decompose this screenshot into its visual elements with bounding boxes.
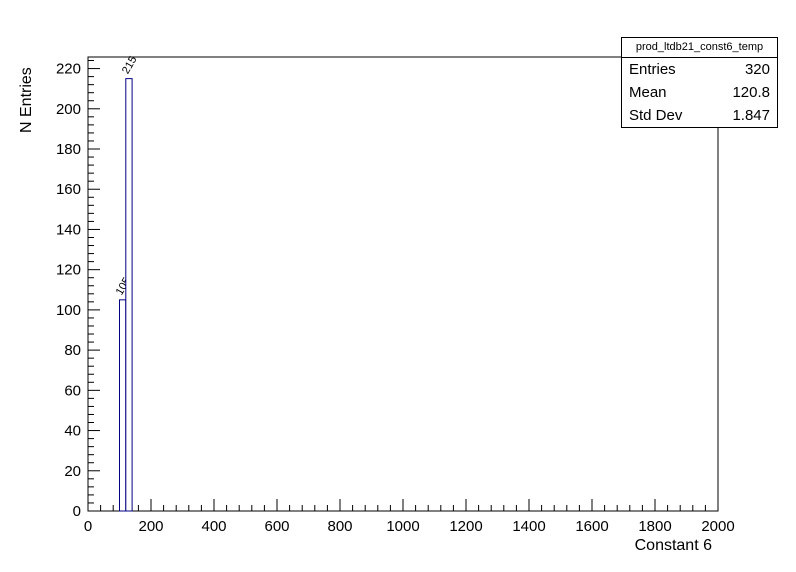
x-tick-label: 200 xyxy=(138,518,163,535)
x-tick-label: 0 xyxy=(84,518,92,535)
stats-value-stddev: 1.847 xyxy=(732,107,770,124)
x-tick-label: 400 xyxy=(201,518,226,535)
stats-value-mean: 120.8 xyxy=(732,84,770,101)
y-tick-label: 180 xyxy=(56,141,81,158)
y-tick-label: 220 xyxy=(56,61,81,78)
y-tick-label: 160 xyxy=(56,181,81,198)
x-tick-label: 600 xyxy=(264,518,289,535)
y-tick-label: 60 xyxy=(64,382,81,399)
histogram-bar xyxy=(125,78,133,512)
y-tick-label: 20 xyxy=(64,463,81,480)
x-tick-label: 2000 xyxy=(701,518,734,535)
bar-value-label: 215 xyxy=(120,54,140,76)
y-tick-label: 100 xyxy=(56,302,81,319)
y-tick-label: 120 xyxy=(56,262,81,279)
x-tick-label: 1400 xyxy=(512,518,545,535)
y-tick-label: 200 xyxy=(56,101,81,118)
x-tick-label: 1000 xyxy=(386,518,419,535)
stats-label-stddev: Std Dev xyxy=(629,107,683,124)
y-tick-label: 40 xyxy=(64,423,81,440)
x-tick-label: 1800 xyxy=(638,518,671,535)
stats-row-stddev: Std Dev 1.847 xyxy=(622,104,777,127)
stats-label-mean: Mean xyxy=(629,84,667,101)
x-axis-title: Constant 6 xyxy=(634,537,712,554)
stats-row-mean: Mean 120.8 xyxy=(622,81,777,104)
stats-box: prod_ltdb21_const6_temp Entries 320 Mean… xyxy=(621,37,778,128)
y-tick-label: 0 xyxy=(73,503,81,520)
y-tick-label: 80 xyxy=(64,342,81,359)
x-tick-label: 1200 xyxy=(449,518,482,535)
stats-box-title: prod_ltdb21_const6_temp xyxy=(622,38,777,58)
y-tick-label: 140 xyxy=(56,221,81,238)
y-axis-title: N Entries xyxy=(18,67,35,133)
stats-label-entries: Entries xyxy=(629,61,676,78)
x-tick-label: 1600 xyxy=(575,518,608,535)
x-tick-label: 800 xyxy=(327,518,352,535)
histogram-bar xyxy=(119,299,127,512)
stats-row-entries: Entries 320 xyxy=(622,58,777,81)
stats-value-entries: 320 xyxy=(744,61,770,78)
